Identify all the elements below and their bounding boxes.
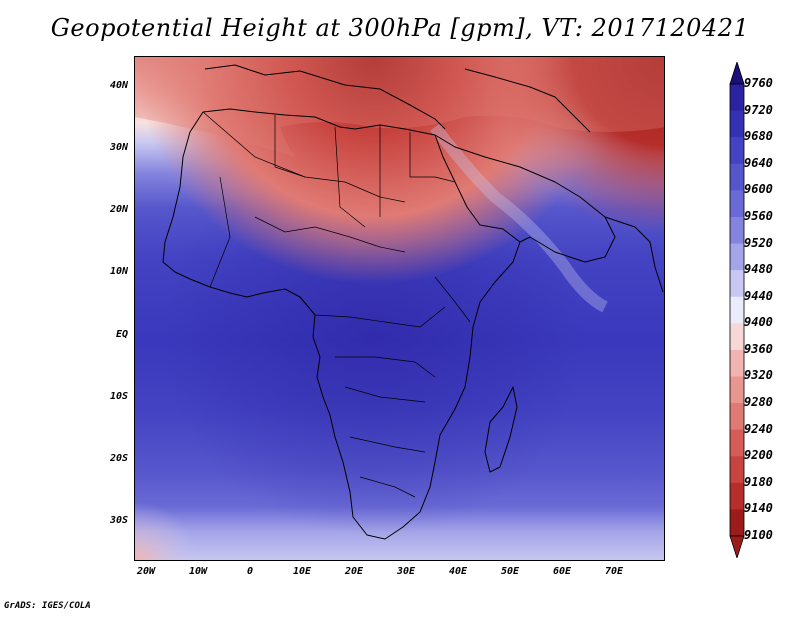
lon-tick-20e: 20E <box>344 566 364 577</box>
colorbar-label: 9320 <box>744 368 773 383</box>
colorbar-label: 9180 <box>744 474 773 489</box>
madagascar <box>484 386 518 473</box>
colorbar-label: 9280 <box>744 395 773 410</box>
colorbar-swatch <box>730 190 744 218</box>
lon-tick-70e: 70E <box>604 566 624 577</box>
colorbar-label: 9100 <box>744 528 773 542</box>
colorbar <box>720 60 800 560</box>
black-sea-coast <box>464 68 591 133</box>
lat-tick-30n: 30N <box>109 142 128 153</box>
southwest-region <box>135 57 664 560</box>
geopotential-map <box>135 57 664 560</box>
northern-high-band <box>135 57 664 157</box>
lat-tick-20n: 20N <box>109 204 128 215</box>
colorbar-swatch <box>730 456 744 484</box>
lon-tick-30e: 30E <box>396 566 416 577</box>
colorbar-top-arrow <box>729 60 745 85</box>
colorbar-swatch <box>730 482 744 510</box>
colorbar-swatch <box>730 509 744 537</box>
lat-tick-40n: 40N <box>109 80 128 91</box>
colorbar-swatch <box>730 110 744 138</box>
country-borders <box>202 111 471 498</box>
colorbar-label: 9720 <box>744 102 773 117</box>
colorbar-label: 9360 <box>744 341 773 356</box>
colorbar-swatch <box>730 349 744 377</box>
africa-outline <box>162 108 521 540</box>
colorbar-label: 9560 <box>744 208 773 223</box>
lat-tick-10s: 10S <box>109 391 128 402</box>
ridge-band <box>430 123 608 313</box>
colorbar-label: 9600 <box>744 182 773 197</box>
grads-credit: GrADS: IGES/COLA <box>4 601 91 611</box>
colorbar-graphic <box>729 60 745 560</box>
colorbar-label: 9140 <box>744 501 773 516</box>
colorbar-swatch <box>730 403 744 431</box>
lon-tick-10e: 10E <box>292 566 312 577</box>
map-panel <box>134 56 665 561</box>
chart-title: Geopotential Height at 300hPa [gpm], VT:… <box>50 14 750 42</box>
lat-tick-30s: 30S <box>109 515 128 526</box>
colorbar-label: 9440 <box>744 288 773 303</box>
colorbar-swatch <box>730 429 744 457</box>
colorbar-swatch <box>730 137 744 165</box>
colorbar-label: 9520 <box>744 235 773 250</box>
colorbar-swatch <box>730 243 744 271</box>
coastlines <box>162 64 664 540</box>
lon-tick-20w: 20W <box>136 566 156 577</box>
colorbar-swatch <box>730 216 744 245</box>
lon-tick-40e: 40E <box>448 566 468 577</box>
mediterranean-coast <box>204 64 446 130</box>
colorbar-label: 9640 <box>744 155 773 170</box>
lon-tick-0: 0 <box>246 566 254 577</box>
colorbar-swatch <box>730 376 744 404</box>
lon-tick-10w: 10W <box>188 566 208 577</box>
colorbar-swatch <box>730 270 744 298</box>
colorbar-label: 9480 <box>744 262 773 277</box>
colorbar-swatch <box>730 84 744 112</box>
colorbar-bottom-arrow <box>729 535 745 560</box>
colorbar-swatch <box>730 163 744 191</box>
colorbar-swatch <box>730 323 744 351</box>
colorbar-label: 9200 <box>744 448 773 463</box>
south-asia-coast <box>604 216 664 293</box>
lat-tick-10n: 10N <box>109 266 128 277</box>
lon-tick-50e: 50E <box>500 566 520 577</box>
lon-tick-60e: 60E <box>552 566 572 577</box>
colorbar-swatch <box>730 296 744 324</box>
colorbar-label: 9400 <box>744 315 773 330</box>
colorbar-label: 9760 <box>744 76 773 90</box>
colorbar-label: 9680 <box>744 129 773 144</box>
colorbar-label: 9240 <box>744 421 773 436</box>
lat-tick-20s: 20S <box>109 453 128 464</box>
lat-tick-eq: EQ <box>115 329 128 340</box>
